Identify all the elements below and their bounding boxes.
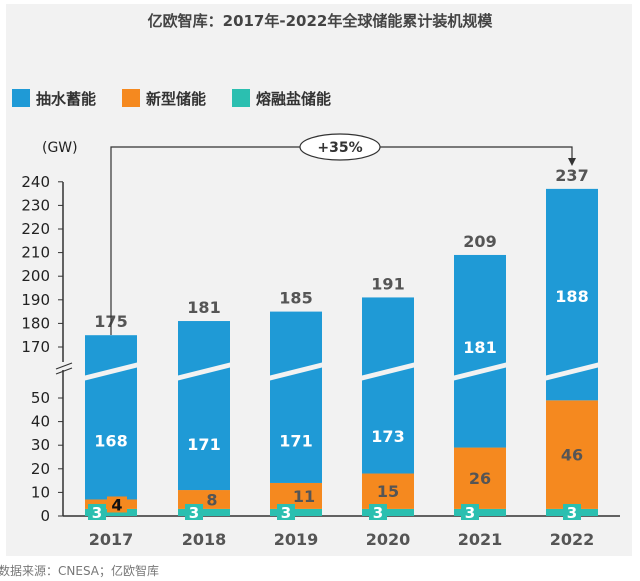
y-tick-label: 40 xyxy=(31,413,50,431)
total-label: 237 xyxy=(555,166,588,185)
bar-segment-molten-salt xyxy=(270,508,322,516)
y-tick-label: 240 xyxy=(21,173,50,191)
label-bg xyxy=(107,496,127,513)
legend-swatch xyxy=(12,89,30,107)
new-storage-label: 11 xyxy=(293,487,315,506)
pumped-hydro-label: 173 xyxy=(371,427,404,446)
new-storage-label: 26 xyxy=(469,469,491,488)
bar-break-mark xyxy=(448,361,512,382)
x-tick-label: 2022 xyxy=(550,530,595,549)
pumped-hydro-label: 171 xyxy=(187,435,220,454)
legend: 抽水蓄能 新型储能 熔融盐储能 xyxy=(12,89,331,108)
x-tick-label: 2020 xyxy=(366,530,411,549)
annotation-oval xyxy=(299,133,381,161)
total-label: 181 xyxy=(187,298,220,317)
bar-group-2019: 185 171 113 2019 xyxy=(264,289,328,549)
label-bg xyxy=(461,504,479,520)
bar-break-mark xyxy=(172,361,236,382)
label-bg xyxy=(563,504,581,520)
bar-segment-pumped-hydro xyxy=(178,321,230,491)
bar-segment-new-storage xyxy=(362,473,414,509)
legend-label: 新型储能 xyxy=(146,90,206,108)
bar-segment-pumped-hydro xyxy=(270,311,322,483)
y-tick-label: 170 xyxy=(21,338,50,356)
y-tick-label: 210 xyxy=(21,244,50,262)
bar-segment-pumped-hydro xyxy=(454,254,506,448)
axis-break-mark xyxy=(55,367,73,375)
y-tick-label: 10 xyxy=(31,483,50,501)
bar-segment-molten-salt xyxy=(454,508,506,516)
x-tick-label: 2017 xyxy=(89,530,134,549)
x-tick-label: 2019 xyxy=(274,530,319,549)
y-tick-label: 0 xyxy=(40,507,50,525)
bar-break-mark xyxy=(540,361,604,382)
total-label: 191 xyxy=(371,274,404,293)
growth-label: +35% xyxy=(317,140,362,156)
pumped-hydro-label: 181 xyxy=(463,338,496,357)
new-storage-label: 4 xyxy=(111,495,122,514)
pumped-hydro-label: 171 xyxy=(279,431,312,450)
bar-segment-molten-salt xyxy=(362,508,414,516)
label-bg xyxy=(88,504,106,520)
y-axis: 170 180 190 200 210 220 230 240 0 10 20 30 40 50 xyxy=(21,173,620,525)
bar-break-mark xyxy=(264,361,328,382)
legend-swatch xyxy=(122,89,140,107)
y-tick-label: 200 xyxy=(21,267,50,285)
bar-segment-new-storage xyxy=(454,447,506,509)
y-tick-label: 230 xyxy=(21,196,50,214)
axis-break-mark xyxy=(55,362,73,370)
bar-break-mark xyxy=(356,361,420,382)
total-label: 185 xyxy=(279,289,312,308)
bar-group-2020: 191 173 15 3 2020 xyxy=(356,274,420,549)
bar-segment-pumped-hydro xyxy=(362,297,414,474)
total-label: 209 xyxy=(463,232,496,251)
y-tick-label: 180 xyxy=(21,314,50,332)
molten-salt-label: 3 xyxy=(567,504,577,522)
y-tick-label: 220 xyxy=(21,220,50,238)
y-tick-label: 20 xyxy=(31,460,50,478)
legend-label: 熔融盐储能 xyxy=(256,90,331,108)
arrow-head-icon xyxy=(568,158,576,166)
new-storage-label: 15 xyxy=(377,482,399,501)
label-bg xyxy=(185,504,203,520)
bars: 1751684320171811718320181851711132019191… xyxy=(79,166,604,549)
bar-group-2018: 181 171 83 2018 xyxy=(172,298,236,549)
chart-title: 亿欧智库：2017年-2022年全球储能累计装机规模 xyxy=(148,12,494,30)
bar-segment-pumped-hydro xyxy=(85,335,137,500)
label-bg xyxy=(277,504,295,520)
source-note: 数据来源：CNESA；亿欧智库 xyxy=(0,563,159,578)
y-tick-label: 30 xyxy=(31,436,50,454)
legend-label: 抽水蓄能 xyxy=(36,90,96,108)
y-tick-label: 50 xyxy=(31,389,50,407)
new-storage-label: 46 xyxy=(561,446,583,465)
molten-salt-label: 3 xyxy=(281,504,291,522)
pumped-hydro-label: 168 xyxy=(94,432,127,451)
y-tick-label: 190 xyxy=(21,291,50,309)
bar-break-mark xyxy=(79,361,143,382)
new-storage-label: 8 xyxy=(206,490,217,509)
x-tick-label: 2018 xyxy=(182,530,227,549)
bar-group-2021: 209 181 26 3 2021 xyxy=(448,232,512,549)
bar-segment-new-storage xyxy=(546,400,598,509)
molten-salt-label: 3 xyxy=(92,504,102,522)
bar-group-2022: 237 188 46 3 2022 xyxy=(540,166,604,549)
label-bg xyxy=(369,504,387,520)
legend-swatch xyxy=(232,89,250,107)
molten-salt-label: 3 xyxy=(465,504,475,522)
x-tick-label: 2021 xyxy=(458,530,503,549)
bar-segment-molten-salt xyxy=(178,508,230,516)
molten-salt-label: 3 xyxy=(189,504,199,522)
molten-salt-label: 3 xyxy=(373,504,383,522)
y-axis-unit: (GW) xyxy=(42,140,78,156)
growth-annotation: +35% xyxy=(110,133,576,335)
pumped-hydro-label: 188 xyxy=(555,287,588,306)
